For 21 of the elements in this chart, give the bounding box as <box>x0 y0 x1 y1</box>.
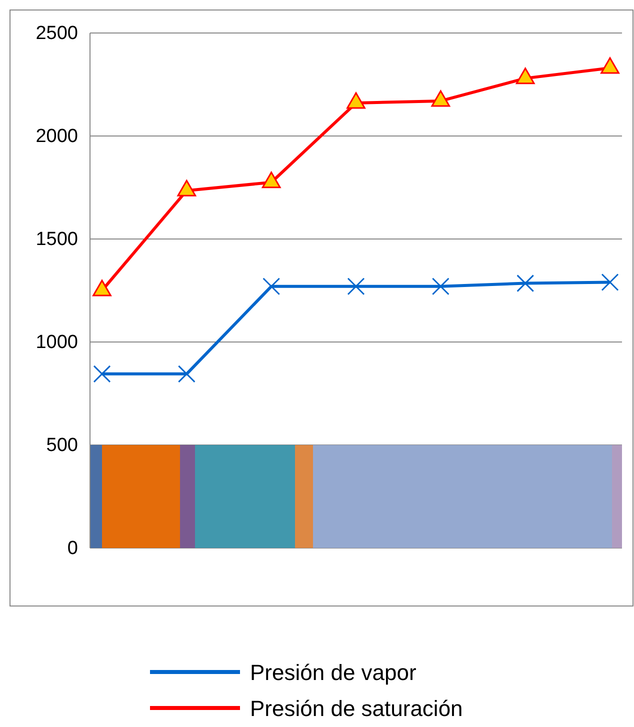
legend-label: Presión de vapor <box>250 660 416 685</box>
point <box>516 274 534 292</box>
point <box>346 92 366 109</box>
y-tick-label: 1000 <box>36 332 78 354</box>
point <box>177 180 196 196</box>
y-tick-label: 0 <box>67 538 78 560</box>
legend-label: Presión de saturación <box>250 696 463 721</box>
point <box>432 278 450 296</box>
point <box>262 172 281 188</box>
point <box>93 365 111 383</box>
point <box>516 68 535 84</box>
point <box>347 278 365 296</box>
point <box>178 365 196 383</box>
point <box>600 57 620 74</box>
y-tick-label: 1500 <box>36 229 78 250</box>
y-tick-label: 2500 <box>36 23 78 44</box>
point <box>601 274 619 292</box>
point <box>262 278 280 296</box>
y-tick-label: 2000 <box>36 126 78 148</box>
y-tick-label: 500 <box>46 435 78 456</box>
point <box>431 90 450 107</box>
